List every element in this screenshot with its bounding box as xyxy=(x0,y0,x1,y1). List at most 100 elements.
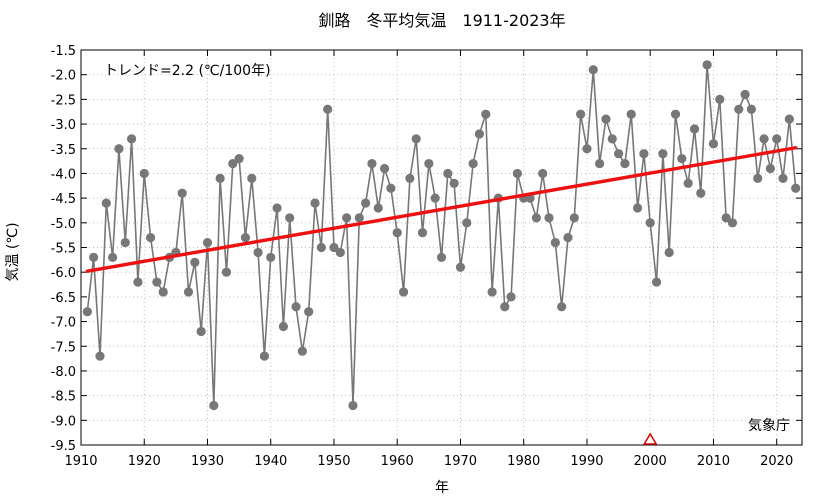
chart-title: 釧路 冬平均気温 1911-2023年 xyxy=(318,11,565,30)
data-point xyxy=(595,158,605,169)
data-point xyxy=(329,242,339,253)
data-point xyxy=(342,213,352,223)
data-point xyxy=(316,242,326,253)
data-point xyxy=(266,252,276,262)
y-tick-label: -8.0 xyxy=(51,365,76,380)
data-point xyxy=(759,134,769,144)
y-tick-label: -1.5 xyxy=(51,44,76,59)
data-point xyxy=(348,400,358,411)
data-point xyxy=(120,237,130,248)
data-point xyxy=(651,277,662,287)
data-point xyxy=(557,302,567,312)
data-point xyxy=(506,292,516,302)
data-point xyxy=(607,134,617,144)
data-point xyxy=(101,198,111,208)
data-point xyxy=(753,173,763,183)
data-point xyxy=(487,287,497,297)
data-point xyxy=(386,183,396,193)
x-tick-label: 1910 xyxy=(64,454,97,469)
data-point xyxy=(696,188,706,198)
y-tick-label: -3.5 xyxy=(51,143,76,158)
data-point xyxy=(272,203,282,213)
y-tick-label: -7.5 xyxy=(51,340,76,355)
data-point xyxy=(778,173,788,183)
event-marker-group xyxy=(642,432,658,445)
y-tick-label: -7.0 xyxy=(51,316,76,331)
trend-annotation: トレンド=2.2 (℃/100年) xyxy=(104,63,271,79)
y-tick-label: -2.5 xyxy=(51,93,76,108)
event-marker-triangle xyxy=(642,432,658,445)
data-point xyxy=(114,144,124,154)
y-tick-label: -3.0 xyxy=(51,118,76,133)
data-point xyxy=(512,168,522,179)
data-point xyxy=(550,237,560,248)
data-point xyxy=(563,233,573,243)
data-point xyxy=(708,139,719,149)
data-point xyxy=(677,154,687,164)
y-axis-label: 気温 (℃) xyxy=(5,222,21,281)
data-point xyxy=(538,168,548,179)
source-label: 気象庁 xyxy=(748,418,790,434)
y-tick-label: -6.5 xyxy=(51,291,76,306)
data-point xyxy=(500,302,510,312)
data-point xyxy=(639,149,649,159)
data-point xyxy=(740,89,750,100)
data-point xyxy=(436,252,447,262)
data-point xyxy=(89,252,99,262)
data-point xyxy=(449,178,459,188)
x-tick-label: 1960 xyxy=(381,454,414,469)
trend-line-group xyxy=(85,146,798,273)
data-point xyxy=(177,188,187,198)
data-point xyxy=(133,277,143,287)
data-point xyxy=(285,213,295,223)
data-point xyxy=(139,168,149,179)
data-point xyxy=(126,134,137,144)
data-point xyxy=(392,228,402,238)
data-point xyxy=(626,109,636,119)
x-tick-label: 1930 xyxy=(191,454,224,469)
data-point xyxy=(379,163,390,174)
data-point xyxy=(474,129,485,139)
data-point xyxy=(361,198,371,208)
data-point xyxy=(373,203,383,213)
data-point xyxy=(658,149,668,159)
data-point xyxy=(613,149,624,159)
data-point xyxy=(253,247,263,258)
x-tick-label: 2020 xyxy=(760,454,793,469)
x-tick-label: 1940 xyxy=(254,454,287,469)
data-point xyxy=(715,94,725,104)
data-point xyxy=(645,218,655,228)
data-point xyxy=(221,267,232,277)
data-point xyxy=(259,351,270,361)
data-point xyxy=(734,104,744,114)
data-point xyxy=(791,183,801,193)
data-point xyxy=(278,321,288,332)
x-tick-label: 1950 xyxy=(317,454,350,469)
x-tick-label: 1980 xyxy=(507,454,540,469)
data-point xyxy=(462,218,472,228)
y-tick-label: -2.0 xyxy=(51,69,76,84)
x-axis: 1910 1920 1930 1940 1950 1960 1970 1980 1990 2000… xyxy=(64,50,793,469)
x-tick-label: 2010 xyxy=(697,454,730,469)
data-point xyxy=(291,302,301,312)
data-point xyxy=(632,203,643,213)
data-point xyxy=(702,60,712,70)
data-point xyxy=(405,173,415,183)
data-point xyxy=(354,213,364,223)
data-point xyxy=(772,134,782,144)
data-point xyxy=(234,154,244,164)
x-tick-label: 2000 xyxy=(634,454,667,469)
data-point xyxy=(196,326,206,337)
data-point xyxy=(588,65,598,75)
y-tick-label: -5.0 xyxy=(51,217,76,232)
data-point xyxy=(601,114,611,124)
data-point xyxy=(670,109,681,119)
y-tick-label: -6.0 xyxy=(51,266,76,281)
y-tick-label: -8.5 xyxy=(51,390,76,405)
data-point xyxy=(108,252,118,262)
data-point xyxy=(82,307,92,317)
data-point xyxy=(240,233,251,243)
x-tick-label: 1990 xyxy=(570,454,603,469)
y-axis: -9.5 -9.0 -8.5 -8.0 -7.5 -7.0 -6.5 -6.0 -5.5 -5.0… xyxy=(51,44,802,454)
